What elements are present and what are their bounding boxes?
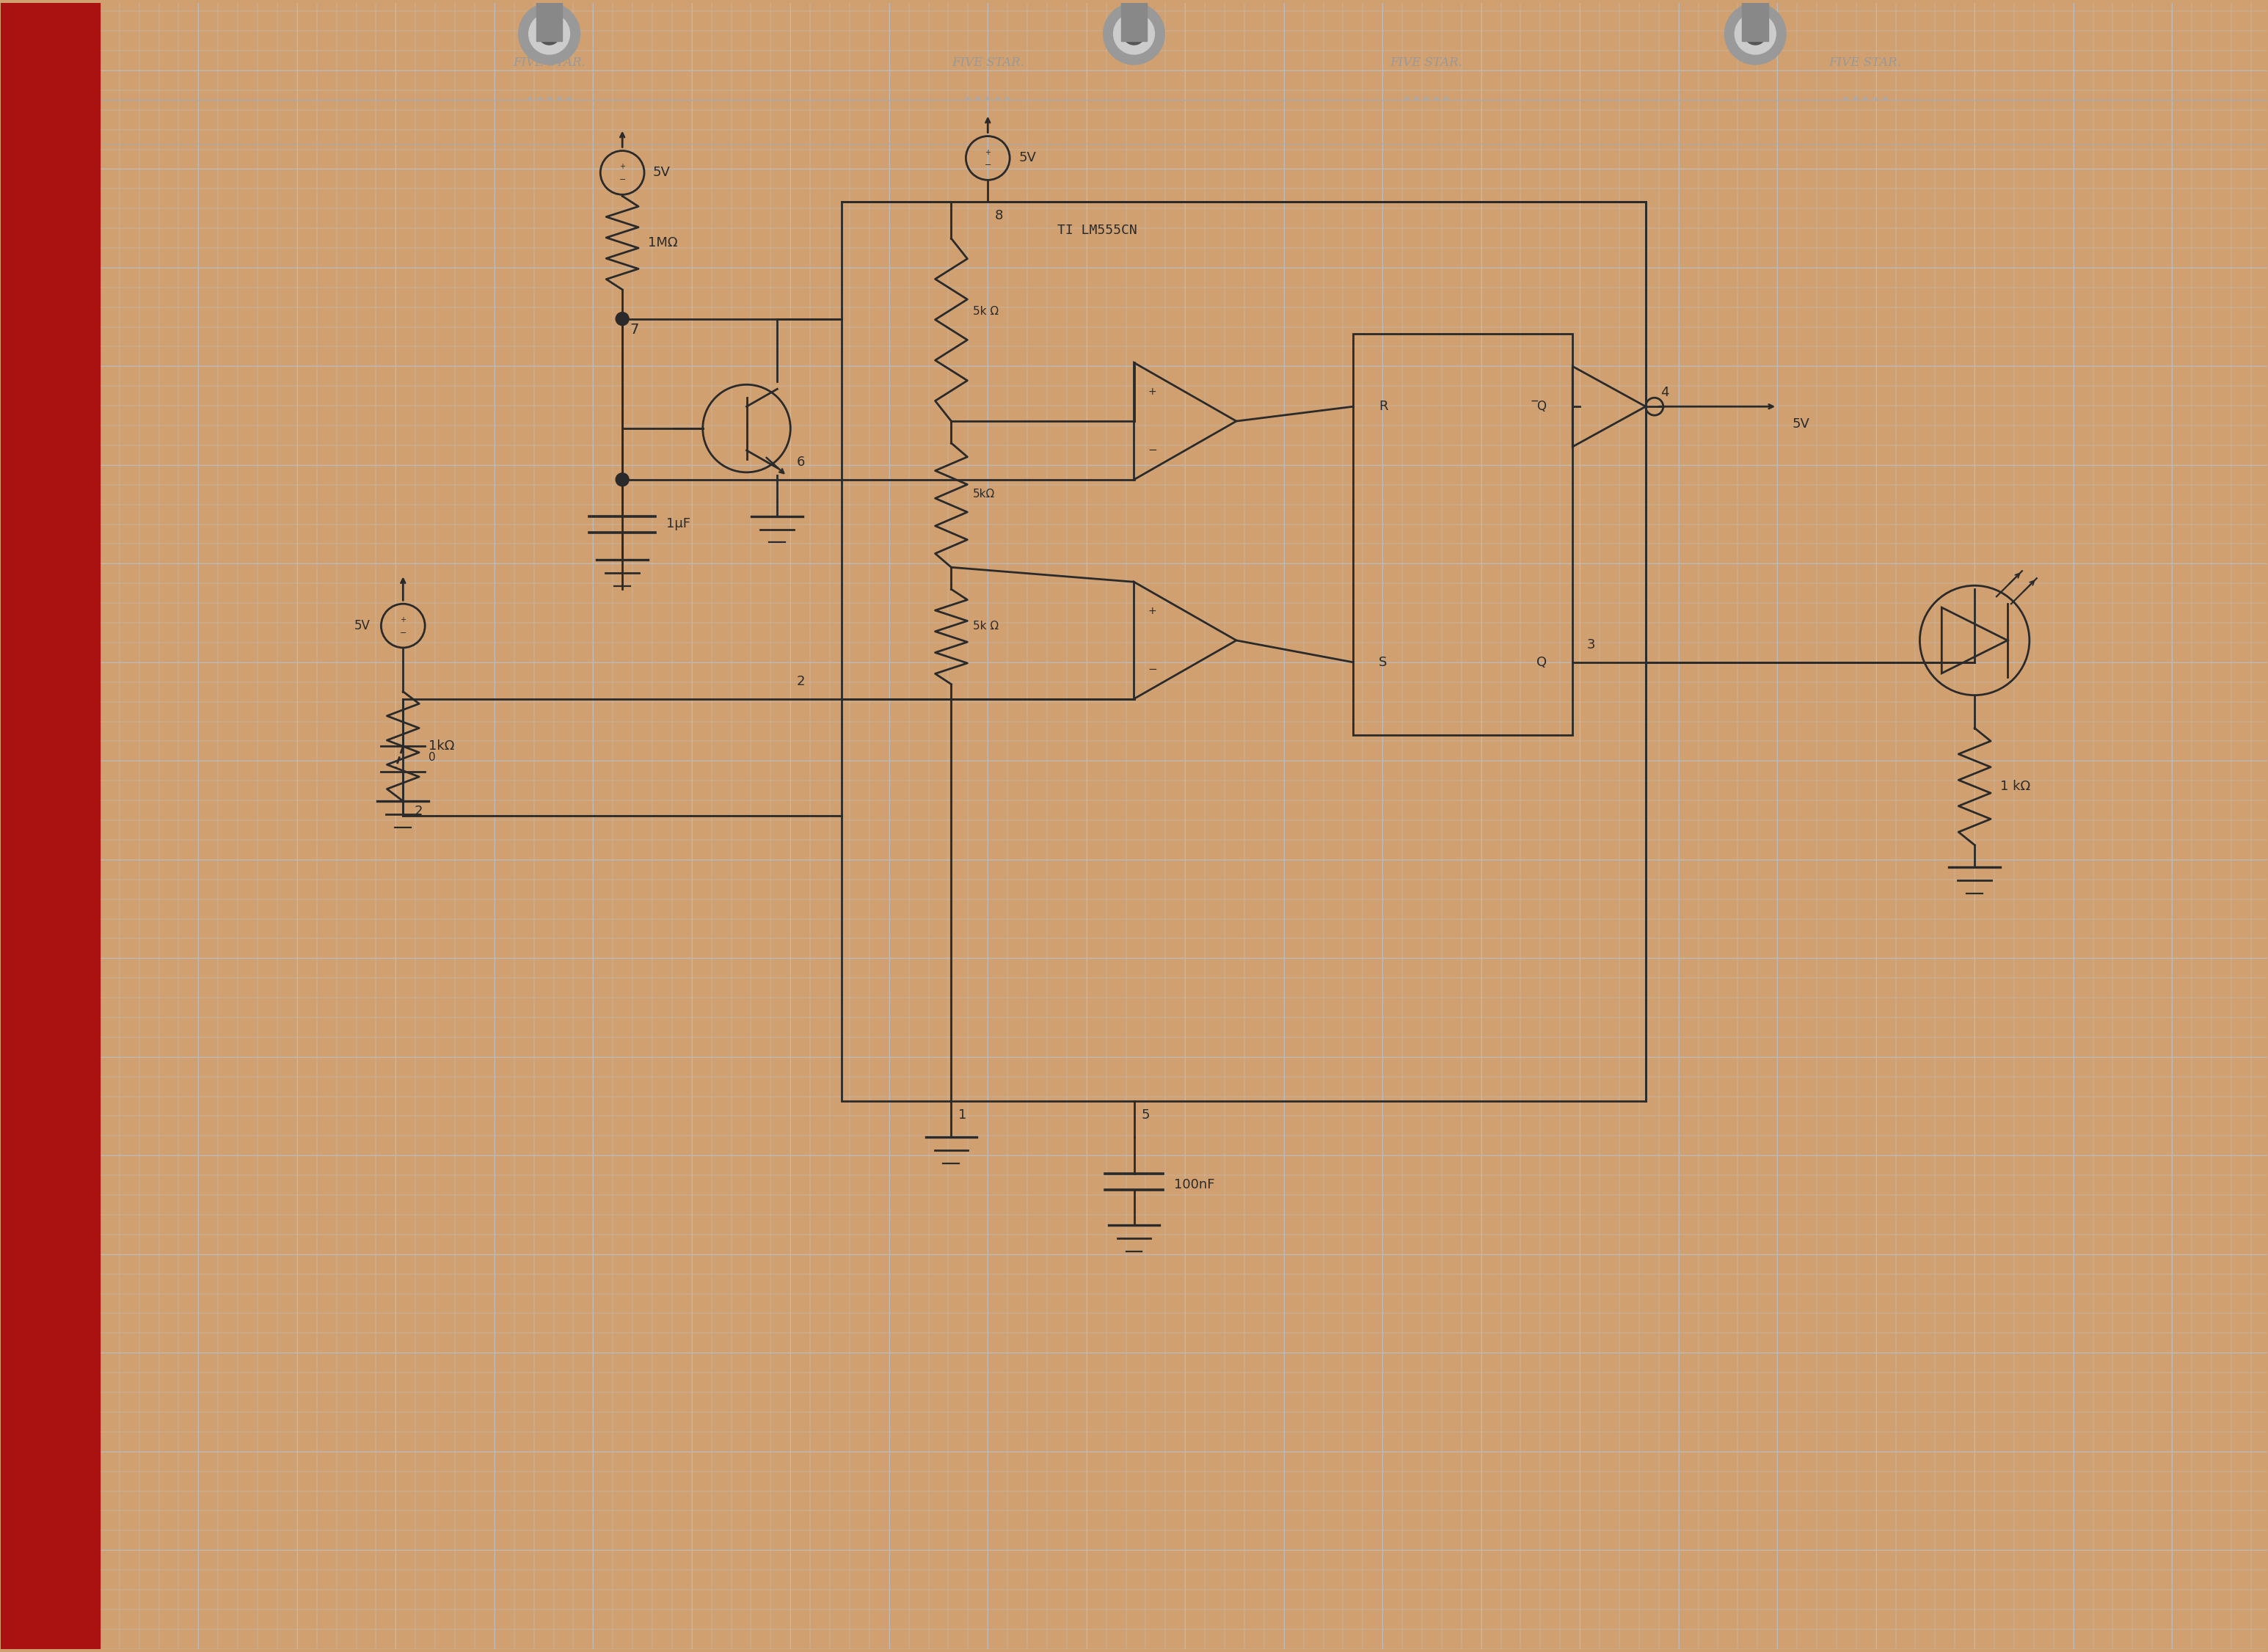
- Text: 1MΩ: 1MΩ: [649, 236, 678, 249]
- Text: TI LM555CN: TI LM555CN: [1057, 223, 1136, 236]
- Text: 5V: 5V: [1792, 418, 1810, 431]
- Circle shape: [528, 13, 569, 55]
- Circle shape: [615, 472, 628, 486]
- Circle shape: [615, 312, 628, 325]
- Text: 5k Ω: 5k Ω: [973, 620, 998, 631]
- Text: ̅Q: ̅Q: [1538, 400, 1547, 413]
- Text: 3: 3: [1588, 638, 1597, 651]
- Text: 5V: 5V: [354, 620, 370, 633]
- Circle shape: [538, 23, 560, 45]
- Text: 1: 1: [959, 1108, 966, 1122]
- Text: −: −: [1148, 664, 1157, 676]
- Text: FIVE STAR.: FIVE STAR.: [1828, 56, 1901, 69]
- Text: +: +: [619, 164, 626, 170]
- Bar: [0, 3, 100, 1649]
- Text: 5V: 5V: [653, 167, 671, 180]
- Text: +: +: [1148, 606, 1157, 616]
- Circle shape: [1114, 13, 1154, 55]
- Circle shape: [1724, 3, 1785, 64]
- Text: 5: 5: [1141, 1108, 1150, 1122]
- Text: −: −: [1148, 444, 1157, 456]
- Text: FIVE STAR.: FIVE STAR.: [1390, 56, 1463, 69]
- Bar: [841, 202, 1647, 1100]
- Text: 5V: 5V: [1018, 152, 1036, 165]
- Text: 5kΩ: 5kΩ: [973, 489, 996, 499]
- Text: 2: 2: [796, 674, 805, 687]
- Text: 6: 6: [796, 456, 805, 469]
- Circle shape: [519, 3, 581, 64]
- Text: 2: 2: [415, 805, 422, 818]
- Text: S: S: [1379, 656, 1388, 669]
- Text: 100nF: 100nF: [1175, 1178, 1216, 1191]
- Text: ★ ★ ★ ★ ★: ★ ★ ★ ★ ★: [526, 96, 574, 104]
- Text: ★ ★ ★ ★ ★: ★ ★ ★ ★ ★: [1404, 96, 1449, 104]
- Bar: [1354, 334, 1572, 735]
- Text: +: +: [1148, 387, 1157, 396]
- Text: 5k Ω: 5k Ω: [973, 306, 998, 317]
- Text: Q: Q: [1538, 656, 1547, 669]
- Text: ★ ★ ★ ★ ★: ★ ★ ★ ★ ★: [964, 96, 1012, 104]
- Text: 4: 4: [1660, 387, 1669, 400]
- Text: −: −: [399, 629, 406, 636]
- Text: +: +: [399, 616, 406, 623]
- Circle shape: [1735, 13, 1776, 55]
- Circle shape: [1123, 23, 1145, 45]
- Text: 1μF: 1μF: [667, 517, 689, 530]
- Circle shape: [1744, 23, 1767, 45]
- Text: +: +: [984, 149, 991, 155]
- Text: −: −: [619, 177, 626, 183]
- Text: −: −: [984, 162, 991, 169]
- Text: 0: 0: [429, 752, 435, 763]
- Text: 1kΩ: 1kΩ: [429, 740, 454, 753]
- Text: 8: 8: [996, 210, 1002, 223]
- Text: FIVE STAR.: FIVE STAR.: [953, 56, 1025, 69]
- Text: FIVE STAR.: FIVE STAR.: [513, 56, 585, 69]
- Text: ★ ★ ★ ★ ★: ★ ★ ★ ★ ★: [1842, 96, 1889, 104]
- Text: R: R: [1379, 400, 1388, 413]
- Text: 1 kΩ: 1 kΩ: [2000, 780, 2030, 793]
- Circle shape: [1102, 3, 1166, 64]
- Text: 7: 7: [631, 322, 640, 337]
